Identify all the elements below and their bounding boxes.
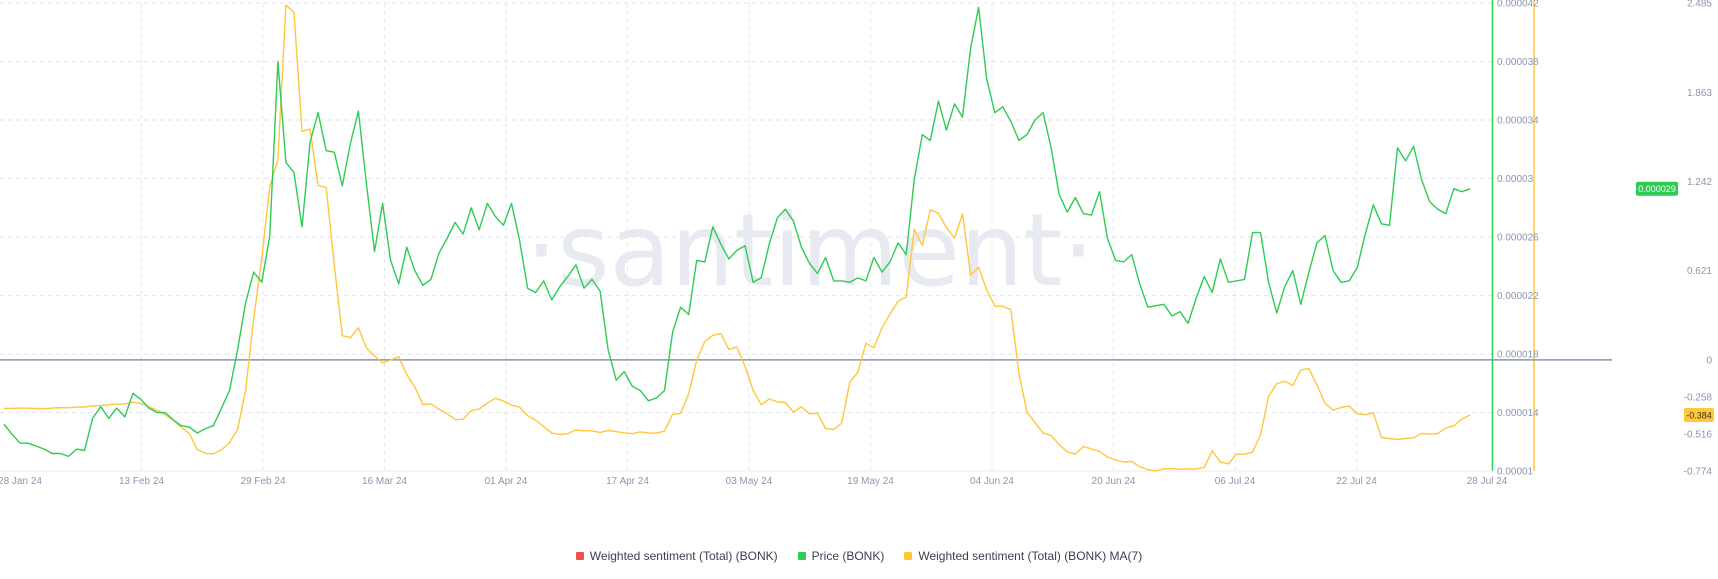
y-left-tick-label: 0.00001 xyxy=(1497,467,1534,478)
y-left-tick-label: 0.000022 xyxy=(1497,291,1539,302)
chart-value-badges: 0.000029 -0.384 xyxy=(1636,181,1714,422)
x-tick-label: 06 Jul 24 xyxy=(1215,476,1256,487)
y-right-tick-label: -0.258 xyxy=(1684,392,1713,403)
y-left-tick-label: 0.000018 xyxy=(1497,350,1539,361)
x-tick-label: 17 Apr 24 xyxy=(606,476,649,487)
price-current-badge-bg xyxy=(1636,181,1678,196)
legend-item-ma[interactable]: Weighted sentiment (Total) (BONK) MA(7) xyxy=(904,549,1142,563)
legend-item-sentiment[interactable]: Weighted sentiment (Total) (BONK) xyxy=(575,549,778,563)
legend-swatch-price xyxy=(797,552,806,560)
x-tick-label: 16 Mar 24 xyxy=(362,476,407,487)
legend-label-ma: Weighted sentiment (Total) (BONK) MA(7) xyxy=(918,549,1143,563)
y-right-tick-label: 0 xyxy=(1706,355,1712,366)
x-tick-label: 19 May 24 xyxy=(847,476,894,487)
y-left-tick-label: 0.000014 xyxy=(1497,408,1539,419)
chart-axes xyxy=(0,0,1535,472)
y-right-tick-label: -0.774 xyxy=(1684,467,1713,478)
y-right-tick-label: 1.242 xyxy=(1687,177,1712,188)
legend-item-price[interactable]: Price (BONK) xyxy=(797,549,885,563)
y-right-tick-label: 2.485 xyxy=(1687,0,1712,10)
legend-label-price: Price (BONK) xyxy=(811,549,885,563)
x-tick-label: 13 Feb 24 xyxy=(119,476,164,487)
chart-tick-labels: 0.000042 0.000038 0.000034 0.00003 0.000026 0… xyxy=(0,0,1712,487)
x-tick-label: 28 Jul 24 xyxy=(1467,476,1508,487)
legend-swatch-sentiment xyxy=(575,552,584,560)
price-current-badge: 0.000029 xyxy=(1636,181,1678,196)
y-right-tick-label: 1.863 xyxy=(1687,88,1712,99)
y-left-tick-label: 0.000042 xyxy=(1497,0,1539,10)
legend-label-sentiment: Weighted sentiment (Total) (BONK) xyxy=(589,549,778,563)
legend-swatch-ma xyxy=(904,552,913,560)
x-tick-label: 20 Jun 24 xyxy=(1092,476,1136,487)
series-ma-line xyxy=(3,4,1471,472)
santiment-watermark: ·santiment· xyxy=(526,192,1095,309)
y-left-tick-label: 0.000034 xyxy=(1497,116,1539,127)
y-left-tick-label: 0.00003 xyxy=(1497,174,1534,185)
ma-current-badge: -0.384 xyxy=(1684,407,1714,422)
chart-legend: Weighted sentiment (Total) (BONK) Price … xyxy=(0,549,1718,563)
chart-series xyxy=(0,4,1612,472)
y-right-tick-label: 0.621 xyxy=(1687,266,1712,277)
x-tick-label: 04 Jun 24 xyxy=(970,476,1014,487)
ma-current-badge-text: -0.384 xyxy=(1686,410,1712,420)
x-tick-label: 01 Apr 24 xyxy=(485,476,528,487)
x-tick-label: 03 May 24 xyxy=(726,476,773,487)
series-price-line xyxy=(3,6,1471,458)
x-tick-label: 22 Jul 24 xyxy=(1336,476,1377,487)
x-tick-label: 28 Jan 24 xyxy=(0,476,42,487)
chart-svg: ·santiment· 0.0000420.0000380.0000340.00… xyxy=(0,0,1714,487)
x-tick-label: 29 Feb 24 xyxy=(240,476,285,487)
y-left-tick-label: 0.000038 xyxy=(1497,57,1539,68)
ma-current-badge-bg xyxy=(1684,407,1714,422)
price-current-badge-text: 0.000029 xyxy=(1638,184,1676,194)
y-right-tick-label: -0.516 xyxy=(1684,429,1713,440)
y-left-tick-label: 0.000026 xyxy=(1497,233,1539,244)
